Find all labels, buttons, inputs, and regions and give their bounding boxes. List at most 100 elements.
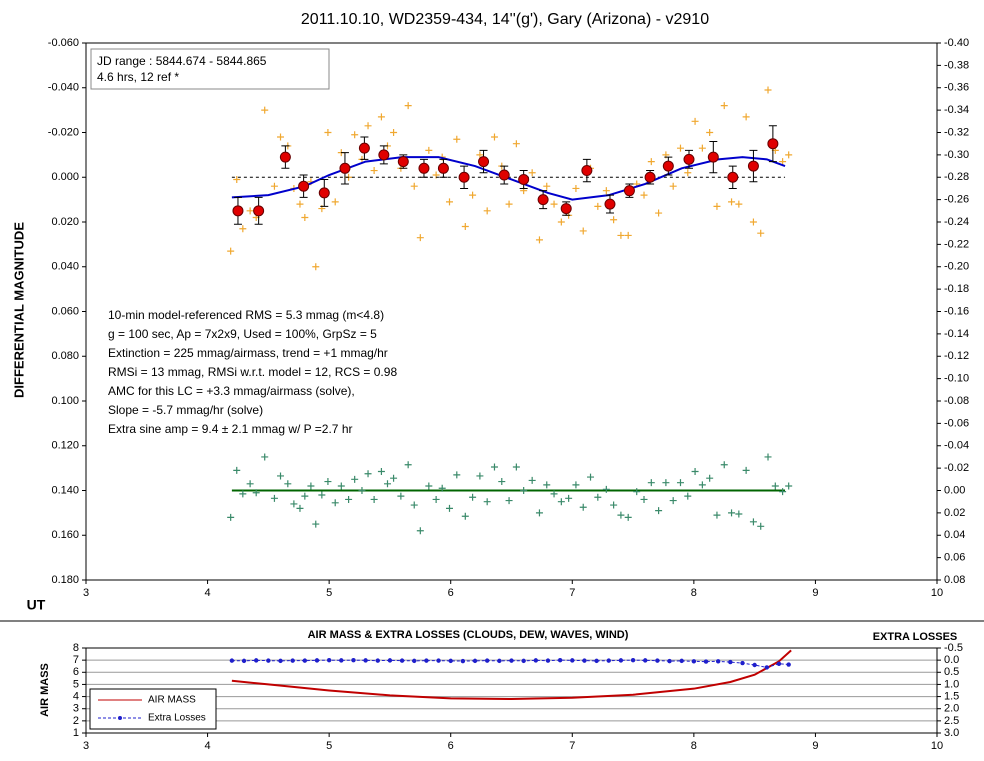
data-point <box>728 198 736 206</box>
y2-tick-label: -0.22 <box>944 238 969 250</box>
data-point <box>624 513 632 521</box>
x-tick-label: 3 <box>83 587 89 599</box>
data-point <box>779 488 787 496</box>
data-point <box>767 138 779 150</box>
data-point <box>570 658 575 663</box>
data-point <box>453 471 461 479</box>
data-point <box>742 113 750 121</box>
data-point <box>302 658 308 663</box>
y-tick-label: 0.020 <box>51 216 79 228</box>
data-point <box>425 482 433 490</box>
data-point <box>410 182 418 190</box>
data-point <box>771 482 779 490</box>
x-tick-label: 9 <box>812 587 818 599</box>
y2-axis-label: EXTRA LOSSES <box>873 631 958 643</box>
data-point <box>749 218 757 226</box>
data-point <box>785 482 793 490</box>
data-point <box>667 658 672 664</box>
y-tick-label: 3 <box>73 703 79 715</box>
stats-line: RMSi = 13 mmag, RMSi w.r.t. model = 12, … <box>108 365 397 379</box>
data-point <box>460 658 466 664</box>
x-axis-label: UT <box>27 597 46 613</box>
stats-line: 10-min model-referenced RMS = 5.3 mmag (… <box>108 308 384 322</box>
y2-tick-label: -0.06 <box>944 417 969 429</box>
data-point <box>425 146 433 154</box>
data-point <box>261 106 269 114</box>
y-tick-label: 0.000 <box>51 171 79 183</box>
data-point <box>279 151 291 163</box>
jd-range: JD range : 5844.674 - 5844.865 <box>97 54 267 68</box>
data-point <box>557 498 565 506</box>
data-point <box>617 511 625 519</box>
data-point <box>246 207 254 215</box>
data-point <box>579 503 587 511</box>
data-point <box>370 167 378 175</box>
data-point <box>728 509 736 517</box>
data-point <box>307 482 315 490</box>
data-point <box>776 661 782 666</box>
y2-tick-label: -0.20 <box>944 261 969 273</box>
x-tick-label: 6 <box>448 740 454 752</box>
data-point <box>364 122 372 130</box>
data-point <box>270 494 278 502</box>
data-point <box>512 140 520 148</box>
data-point <box>378 149 390 161</box>
x-tick-label: 7 <box>569 587 575 599</box>
x-tick-label: 4 <box>205 587 211 599</box>
data-point <box>432 495 440 503</box>
stats-line: Extra sine amp = 9.4 ± 2.1 mmag w/ P =2.… <box>108 422 352 436</box>
y2-tick-label: 0.04 <box>944 529 965 541</box>
data-point <box>445 504 453 512</box>
data-point <box>399 658 405 663</box>
data-point <box>630 657 636 663</box>
y2-tick-label: -0.40 <box>944 37 969 49</box>
data-point <box>633 488 641 496</box>
data-point <box>318 187 330 199</box>
data-point <box>358 142 370 154</box>
data-point <box>490 133 498 141</box>
data-point <box>339 162 351 174</box>
stats-line: Extinction = 225 mmag/airmass, trend = +… <box>108 346 388 360</box>
data-point <box>505 200 513 208</box>
data-point <box>647 158 655 166</box>
data-point <box>438 484 446 492</box>
jd-hours: 4.6 hrs, 12 ref * <box>97 70 179 84</box>
x-tick-label: 3 <box>83 740 89 752</box>
y-tick-label: 0.060 <box>51 305 79 317</box>
series-line <box>231 649 792 701</box>
y2-tick-label: 1.5 <box>944 690 959 702</box>
data-point <box>278 658 283 664</box>
series-line <box>231 659 789 668</box>
data-point <box>458 171 470 183</box>
y2-tick-label: 0.06 <box>944 552 965 564</box>
data-point <box>229 658 235 663</box>
y2-tick-label: -0.02 <box>944 462 969 474</box>
data-point <box>528 169 536 177</box>
data-point <box>579 227 587 235</box>
data-point <box>779 158 787 166</box>
plot-frame <box>85 647 938 734</box>
data-point <box>582 658 587 663</box>
data-point <box>610 216 618 224</box>
y-axis-label: AIR MASS <box>39 663 51 717</box>
y-tick-label: -0.020 <box>48 126 79 138</box>
data-point <box>713 202 721 210</box>
y2-tick-label: -0.34 <box>944 104 969 116</box>
stats-line: g = 100 sec, Ap = 7x2x9, Used = 100%, Gr… <box>108 327 377 341</box>
y2-tick-label: -0.10 <box>944 373 969 385</box>
y2-tick-label: 0.5 <box>944 666 959 678</box>
y2-tick-label: -0.38 <box>944 59 969 71</box>
y2-tick-label: -0.5 <box>944 642 963 654</box>
data-point <box>669 182 677 190</box>
data-point <box>490 463 498 471</box>
data-point <box>707 151 719 163</box>
data-point <box>254 658 259 663</box>
data-point <box>703 659 709 664</box>
y2-tick-label: -0.26 <box>944 194 969 206</box>
data-point <box>662 160 674 172</box>
data-point <box>227 513 235 521</box>
data-point <box>370 495 378 503</box>
data-point <box>301 214 309 222</box>
data-point <box>715 659 721 664</box>
